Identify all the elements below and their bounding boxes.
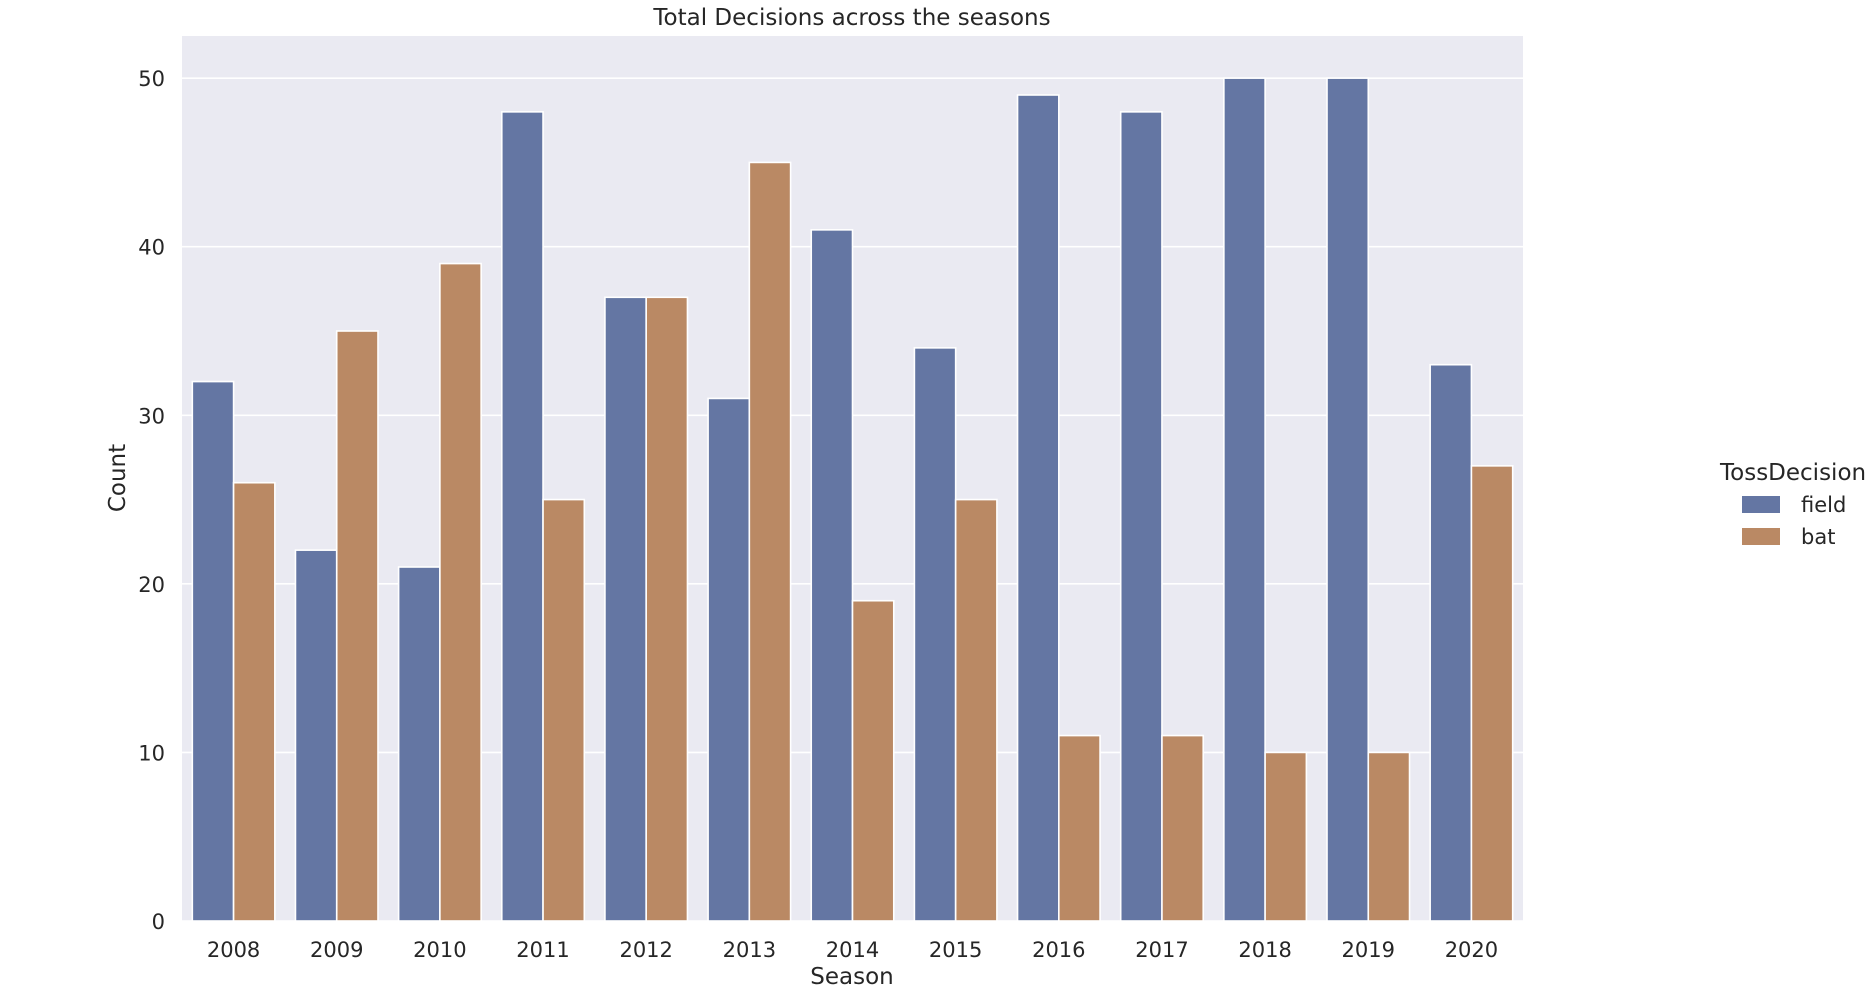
bar-bat-2016	[1058, 734, 1101, 922]
x-tick-label: 2010	[413, 938, 466, 962]
bar-bat-2014	[851, 599, 895, 922]
bar-bat-2018	[1264, 751, 1308, 922]
bar-bat-2019	[1367, 751, 1411, 922]
bar-field-2010	[397, 566, 441, 922]
legend-label-bat: bat	[1801, 525, 1835, 549]
bar-bat-2008	[232, 481, 276, 922]
bar-bat-2009	[335, 330, 379, 922]
x-tick-label: 2017	[1135, 938, 1188, 962]
bars	[191, 77, 1514, 922]
x-axis-label: Season	[810, 964, 893, 990]
x-tick-label: 2020	[1445, 938, 1498, 962]
bar-field-2016	[1016, 94, 1060, 922]
bar-field-2020	[1429, 363, 1473, 922]
x-axis-ticks: 2008 2009 2010 2011 2012 2013 2014 2015 2016 2017…	[207, 938, 1498, 962]
x-tick-label: 2008	[207, 938, 260, 962]
x-tick-label: 2009	[310, 938, 363, 962]
x-tick-label: 2015	[929, 938, 982, 962]
x-tick-label: 2013	[723, 938, 776, 962]
bar-bat-2020	[1470, 465, 1514, 922]
bar-bat-2013	[748, 161, 792, 922]
bar-field-2009	[294, 549, 338, 922]
x-tick-label: 2019	[1342, 938, 1395, 962]
bar-bat-2011	[542, 498, 586, 922]
bar-field-2008	[191, 380, 235, 922]
bar-bat-2010	[439, 262, 482, 922]
bar-field-2017	[1119, 111, 1163, 922]
legend: TossDecision field bat	[1719, 460, 1866, 549]
y-tick-label: 30	[138, 404, 165, 428]
bar-bat-2017	[1161, 734, 1205, 922]
bar-field-2013	[707, 397, 751, 922]
y-tick-label: 50	[138, 67, 165, 91]
bar-field-2018	[1223, 77, 1266, 922]
bar-field-2019	[1326, 77, 1370, 922]
x-tick-label: 2016	[1032, 938, 1085, 962]
legend-title: TossDecision	[1719, 460, 1866, 486]
legend-swatch-bat	[1742, 528, 1780, 545]
bar-field-2015	[913, 347, 957, 922]
bar-bat-2015	[954, 498, 998, 922]
x-tick-label: 2018	[1238, 938, 1291, 962]
chart-title: Total Decisions across the seasons	[652, 5, 1050, 31]
y-axis-ticks: 0 10 20 30 40 50	[138, 67, 165, 934]
legend-label-field: field	[1801, 493, 1846, 517]
y-axis-label: Count	[105, 444, 131, 512]
y-tick-label: 20	[138, 573, 165, 597]
x-tick-label: 2012	[619, 938, 672, 962]
y-tick-label: 10	[138, 741, 165, 765]
legend-swatch-field	[1742, 496, 1780, 513]
bar-field-2014	[810, 229, 854, 922]
y-tick-label: 0	[152, 910, 165, 934]
y-tick-label: 40	[138, 236, 165, 260]
bar-bat-2012	[645, 296, 689, 922]
bar-field-2011	[500, 111, 544, 922]
x-tick-label: 2014	[826, 938, 879, 962]
x-tick-label: 2011	[516, 938, 569, 962]
bar-field-2012	[604, 296, 647, 922]
